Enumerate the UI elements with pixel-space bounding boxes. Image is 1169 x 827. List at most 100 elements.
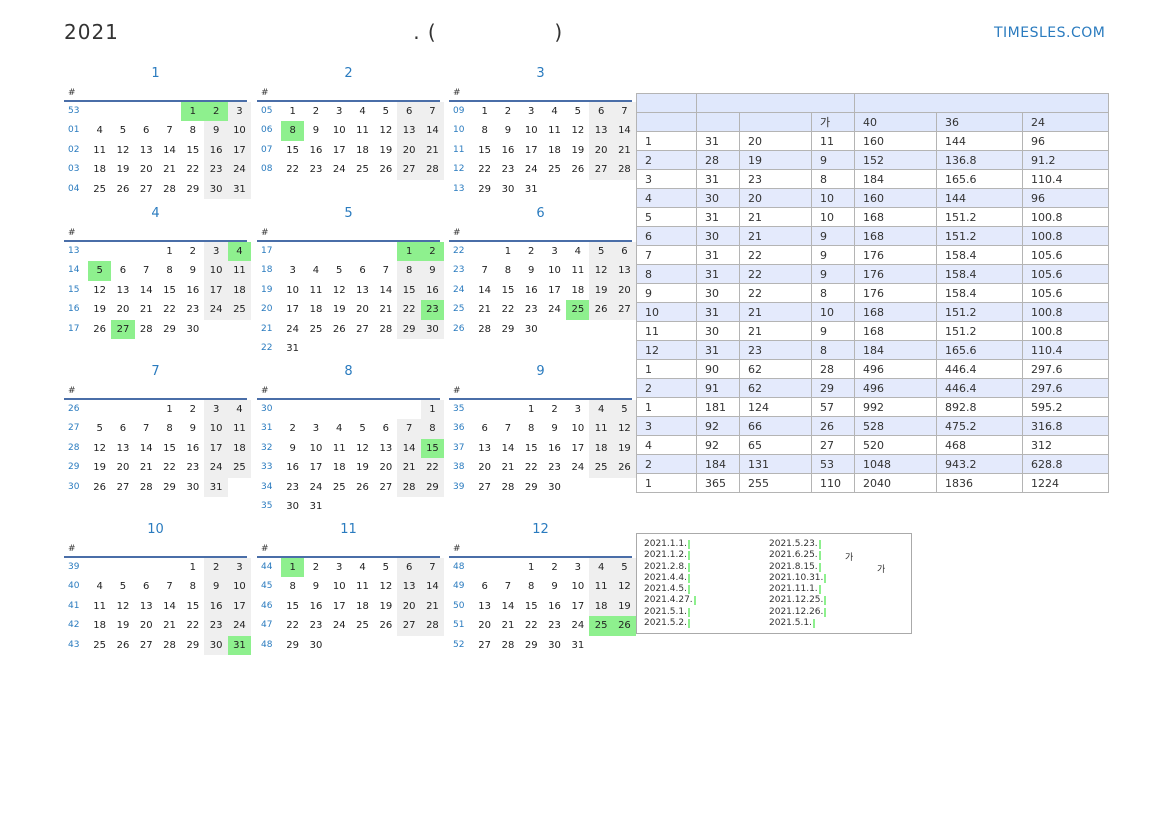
day-cell: 21 xyxy=(139,462,153,474)
day-cell xyxy=(228,320,251,339)
day-cell: 23 xyxy=(309,620,323,632)
day-cell: 21 xyxy=(379,304,393,316)
week-number: 03 xyxy=(68,164,80,175)
week-row: 15 12 13 14 15 16 17 18 xyxy=(64,280,252,301)
week-row: 49 6 7 8 9 10 11 12 xyxy=(449,577,637,597)
week-number: 24 xyxy=(453,284,465,295)
day-cell: 6 xyxy=(359,265,366,277)
day-cell: 15 xyxy=(478,144,492,156)
week-number: 49 xyxy=(453,581,465,592)
day-cell: 23 xyxy=(548,462,561,474)
day-cell: 9 xyxy=(528,265,535,277)
stats-header-row xyxy=(636,93,1109,113)
day-cell: 25 xyxy=(309,323,323,335)
week-row: 13 1 2 3 4 xyxy=(64,242,252,262)
day-cell xyxy=(351,497,374,516)
table-cell: 2 xyxy=(636,454,697,474)
table-cell: 26 xyxy=(811,416,855,436)
day-cell: 3 xyxy=(336,562,343,573)
day-cell: 17 xyxy=(332,144,346,156)
day-cell: 22 xyxy=(397,300,421,320)
week-row: 47 22 23 24 25 26 27 28 xyxy=(257,616,445,636)
week-number: 13 xyxy=(453,183,465,194)
day-cell: 3 xyxy=(227,558,252,578)
day-cell: 14 xyxy=(139,442,153,454)
day-cell xyxy=(613,180,636,199)
day-cell: 30 xyxy=(204,635,228,655)
week-number: 30 xyxy=(68,481,80,492)
month-block: 12 #48 1 2 3 4 5 49 6 7 8 9 10 11 12 50 13 14 15 16 17 18 19 51… xyxy=(449,520,637,655)
table-cell: 22 xyxy=(739,245,812,265)
table-cell: 23 xyxy=(739,169,812,189)
day-cell: 19 xyxy=(356,462,369,474)
week-number: 35 xyxy=(261,500,273,511)
day-cell: 23 xyxy=(309,164,323,176)
week-row: 08 22 23 24 25 26 27 28 xyxy=(257,160,445,180)
day-cell xyxy=(543,320,566,339)
day-cell xyxy=(88,102,111,121)
table-cell: 124 xyxy=(739,397,812,417)
week-row: 01 4 5 6 7 8 9 10 xyxy=(64,121,252,141)
week-number: 27 xyxy=(68,423,80,434)
day-cell: 26 xyxy=(571,164,585,176)
day-cell: 29 xyxy=(186,639,200,651)
day-cell: 21 xyxy=(420,140,445,161)
week-number: 36 xyxy=(453,423,465,434)
day-cell: 18 xyxy=(309,304,323,316)
day-cell xyxy=(374,636,397,655)
day-cell xyxy=(135,400,158,419)
day-cell: 21 xyxy=(501,620,515,632)
week-number: 26 xyxy=(453,323,465,334)
page-title: 2021 . ( ) xyxy=(64,20,564,44)
table-cell: 4 xyxy=(636,435,697,455)
day-cell: 7 xyxy=(143,423,150,435)
day-cell: 18 xyxy=(589,596,613,617)
day-cell: 1 xyxy=(166,404,173,415)
table-cell: 9 xyxy=(811,264,855,284)
day-cell xyxy=(374,497,397,516)
month-header: # xyxy=(64,384,247,400)
table-cell: 9 xyxy=(811,150,855,170)
week-row: 18 3 4 5 6 7 8 9 xyxy=(257,261,445,281)
day-cell: 29 xyxy=(286,639,300,651)
day-cell: 27 xyxy=(478,639,492,651)
day-cell xyxy=(613,320,636,339)
day-cell: 19 xyxy=(332,304,346,316)
day-cell: 13 xyxy=(478,600,492,612)
day-cell xyxy=(328,636,351,655)
day-cell: 2 xyxy=(551,404,558,415)
day-cell: 14 xyxy=(163,600,176,612)
brand-link[interactable]: TIMESLES.COM xyxy=(994,25,1106,41)
day-cell: 16 xyxy=(286,462,300,474)
table-cell: 528 xyxy=(854,416,937,436)
day-cell: 25 xyxy=(93,639,107,651)
month-name: 6 xyxy=(536,206,545,221)
day-cell xyxy=(111,558,134,577)
holiday-date: 2021.5.23. xyxy=(769,539,818,549)
week-number: 13 xyxy=(68,246,80,256)
month-name: 2 xyxy=(344,66,353,81)
day-cell: 10 xyxy=(571,581,585,593)
day-cell: 24 xyxy=(524,164,538,176)
day-cell: 11 xyxy=(589,577,613,597)
month-block: 8 #30 1 31 2 3 4 5 6 7 8 32 9 10 11 12 13 14 15 33 16 17 18 19 2… xyxy=(257,362,445,516)
day-cell: 14 xyxy=(397,438,421,459)
week-number: 19 xyxy=(261,284,273,295)
day-cell: 13 xyxy=(397,121,421,141)
table-cell: 176 xyxy=(854,264,937,284)
day-cell: 17 xyxy=(204,280,228,301)
table-cell: 297.6 xyxy=(1022,378,1109,398)
week-row: 40 4 5 6 7 8 9 10 xyxy=(64,577,252,597)
day-cell: 19 xyxy=(379,600,393,612)
holiday-marker-icon xyxy=(687,619,690,629)
day-cell: 19 xyxy=(116,164,130,176)
table-cell: 8 xyxy=(811,283,855,303)
day-cell: 29 xyxy=(420,477,445,497)
table-row: 3 31 23 8 184 165.6 110.4 xyxy=(636,169,1109,189)
day-cell: 29 xyxy=(163,481,176,493)
holiday-day-cell: 1 xyxy=(181,102,205,122)
table-cell: 184 xyxy=(696,454,740,474)
holiday-day-cell: 25 xyxy=(566,300,590,320)
day-cell xyxy=(496,400,519,419)
table-cell: 255 xyxy=(739,473,812,493)
